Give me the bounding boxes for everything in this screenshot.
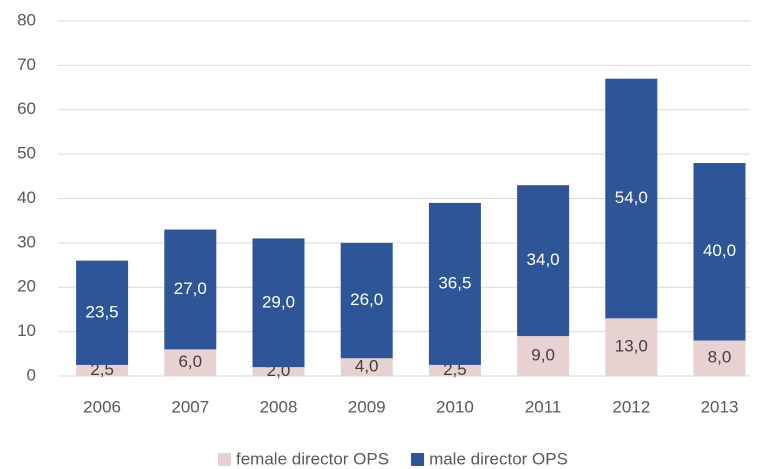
data-label: 9,0 — [531, 346, 555, 365]
bar-segment — [517, 336, 570, 376]
bar-segment — [164, 229, 217, 350]
y-tick-label: 30 — [17, 232, 36, 251]
bar-segment — [252, 367, 305, 376]
data-label: 54,0 — [615, 188, 648, 207]
data-label: 6,0 — [178, 352, 202, 371]
bar-segment — [164, 349, 217, 376]
legend-label: male director OPS — [429, 449, 568, 468]
bar-segment — [517, 185, 570, 337]
x-tick-label: 2011 — [525, 397, 562, 416]
data-label: 4,0 — [355, 357, 379, 376]
y-tick-label: 80 — [17, 10, 36, 29]
y-tick-label: 40 — [17, 188, 36, 207]
bar-segment — [340, 242, 393, 359]
data-label: 27,0 — [174, 279, 207, 298]
y-tick-label: 0 — [27, 365, 36, 384]
legend-label: female director OPS — [236, 449, 389, 468]
bar-segment — [76, 364, 129, 376]
y-tick-label: 20 — [17, 277, 36, 296]
bar-segment — [428, 364, 481, 376]
y-tick-label: 10 — [17, 321, 36, 340]
data-label: 23,5 — [86, 302, 119, 321]
x-tick-label: 2007 — [171, 397, 209, 416]
x-tick-label: 2006 — [83, 397, 121, 416]
bar-segment — [340, 358, 393, 376]
bar-segment — [605, 78, 658, 319]
y-tick-label: 70 — [17, 55, 36, 74]
data-label: 40,0 — [703, 241, 736, 260]
legend-swatch — [411, 453, 425, 466]
x-tick-label: 2012 — [612, 397, 650, 416]
y-tick-label: 50 — [17, 144, 36, 163]
bar-segment — [693, 163, 746, 341]
bar-segment — [428, 202, 481, 365]
bar-segment — [693, 340, 746, 376]
data-label: 8,0 — [708, 348, 732, 367]
bar-segment — [76, 260, 129, 365]
bar-segment — [605, 318, 658, 376]
x-tick-label: 2008 — [260, 397, 298, 416]
data-label: 13,0 — [615, 337, 648, 356]
x-tick-label: 2010 — [436, 397, 474, 416]
data-label: 26,0 — [350, 290, 383, 309]
data-label: 36,5 — [438, 273, 471, 292]
x-tick-label: 2013 — [701, 397, 739, 416]
bar-segment — [252, 238, 305, 368]
x-tick-label: 2009 — [348, 397, 386, 416]
y-tick-label: 60 — [17, 99, 36, 118]
legend-swatch — [218, 453, 231, 466]
data-label: 29,0 — [262, 292, 295, 311]
data-label: 34,0 — [527, 250, 560, 269]
